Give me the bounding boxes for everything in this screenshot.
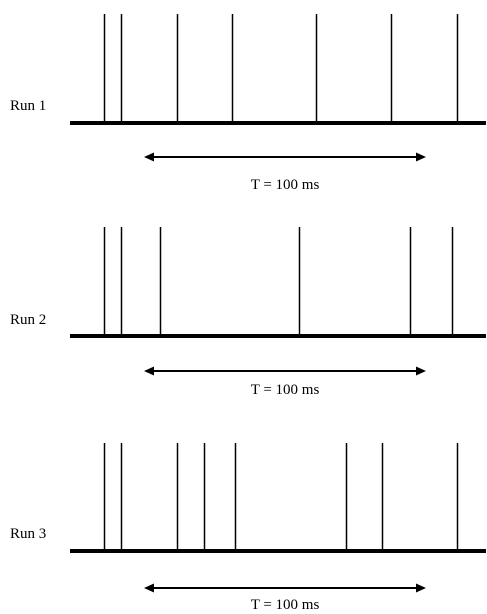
run-2-label: Run 2 [10, 312, 46, 328]
run-1-window-label: T = 100 ms [251, 177, 320, 193]
run-3-group: Run 3 T = 100 ms [10, 443, 486, 613]
run-2-spikes [103, 227, 454, 336]
run-2-group: Run 2 T = 100 ms [10, 227, 486, 398]
run-2-window-label: T = 100 ms [251, 382, 320, 398]
run-3-window-label: T = 100 ms [251, 597, 320, 613]
run-3-label: Run 3 [10, 526, 46, 542]
run-1-label: Run 1 [10, 98, 46, 114]
run-1-spikes [103, 14, 459, 123]
run-3-spikes [103, 443, 459, 551]
run-1-group: Run 1 T = 100 ms [10, 14, 486, 193]
